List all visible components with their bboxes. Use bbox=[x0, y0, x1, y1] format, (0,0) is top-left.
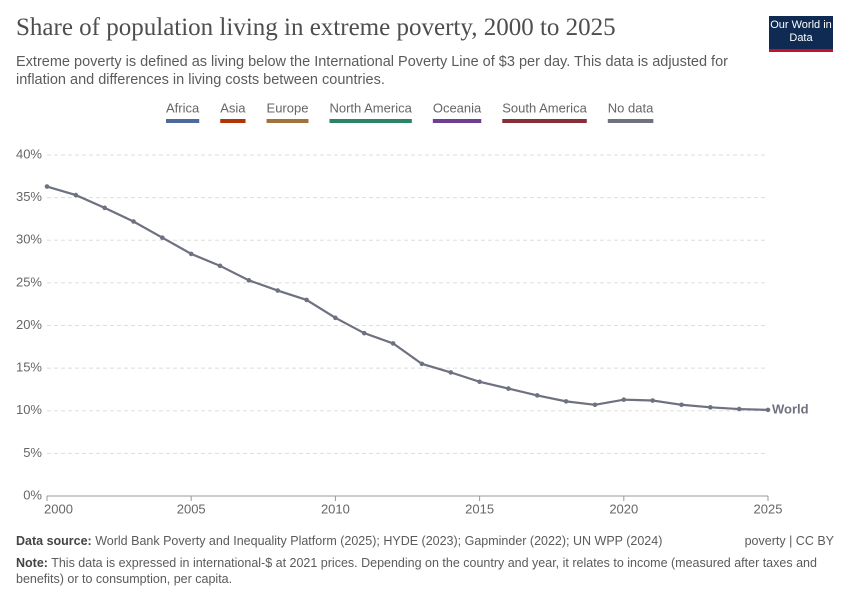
line bbox=[46, 185, 769, 411]
legend-label: South America bbox=[502, 100, 587, 115]
point bbox=[477, 379, 482, 385]
legend-label: North America bbox=[329, 100, 412, 115]
point bbox=[419, 361, 425, 367]
subtitle: Extreme poverty is defined as living bel… bbox=[16, 54, 728, 88]
note-line: Note: This data is expressed in internat… bbox=[16, 555, 834, 587]
point bbox=[188, 251, 194, 257]
legend-label: Asia bbox=[220, 100, 246, 115]
source-line: Data source: World Bank Poverty and Ineq… bbox=[16, 533, 834, 549]
source-label: Data source: bbox=[16, 534, 92, 548]
x-tick-label: 2015 bbox=[465, 501, 494, 516]
point bbox=[246, 278, 252, 283]
logo[interactable]: Our World in Data bbox=[769, 16, 833, 52]
y-tick-label: 35% bbox=[16, 189, 42, 204]
point bbox=[275, 288, 281, 293]
y-tick-label: 10% bbox=[16, 402, 42, 417]
legend-swatch bbox=[266, 119, 309, 123]
point bbox=[708, 405, 713, 410]
point bbox=[592, 402, 598, 408]
x-tick-label: 2000 bbox=[44, 501, 73, 516]
legend-swatch bbox=[502, 119, 587, 123]
legend-swatch bbox=[432, 119, 482, 123]
point bbox=[736, 406, 742, 412]
point bbox=[304, 297, 309, 303]
y-tick-label: 25% bbox=[16, 274, 42, 289]
legend-swatch bbox=[329, 119, 412, 123]
point bbox=[563, 399, 569, 404]
point bbox=[448, 370, 454, 375]
point bbox=[765, 407, 771, 413]
license[interactable]: poverty | CC BY bbox=[744, 534, 834, 548]
legend-label: Europe bbox=[267, 100, 309, 115]
legend-label: Oceania bbox=[433, 100, 482, 115]
point bbox=[506, 386, 511, 391]
chart-title: Share of population living in extreme po… bbox=[16, 14, 616, 41]
y-tick-label: 20% bbox=[16, 317, 42, 332]
point bbox=[333, 315, 338, 321]
point bbox=[102, 205, 107, 211]
point bbox=[361, 330, 367, 336]
legend-swatch bbox=[220, 119, 246, 123]
x-tick-label: 2020 bbox=[609, 501, 638, 516]
point bbox=[650, 398, 655, 403]
y-tick-label: 30% bbox=[16, 232, 42, 247]
point bbox=[390, 341, 396, 346]
y-tick-label: 40% bbox=[16, 146, 42, 161]
point bbox=[679, 402, 684, 408]
series-label: World bbox=[772, 401, 809, 416]
x-tick-label: 2005 bbox=[177, 501, 206, 516]
legend-label: Africa bbox=[166, 100, 200, 115]
chart: Africa Asia Europe North America Oceania Sout… bbox=[16, 100, 809, 516]
note-label: Note: bbox=[16, 556, 48, 570]
legend-swatch bbox=[166, 119, 200, 123]
point bbox=[73, 192, 79, 198]
source: World Bank Poverty and Inequality Platfo… bbox=[95, 534, 663, 548]
point bbox=[217, 263, 223, 269]
point bbox=[44, 184, 50, 189]
y-tick-label: 5% bbox=[23, 445, 42, 460]
x-tick-label: 2010 bbox=[321, 501, 350, 516]
y-tick-label: 15% bbox=[16, 360, 42, 375]
y-tick-label: 0% bbox=[23, 487, 42, 502]
point bbox=[160, 235, 165, 240]
point bbox=[621, 397, 627, 402]
x-tick-label: 2025 bbox=[754, 501, 783, 516]
legend-swatch bbox=[607, 119, 654, 123]
point bbox=[131, 219, 136, 224]
legend-label: No data bbox=[608, 100, 654, 115]
point bbox=[534, 393, 540, 398]
footer: Data source: World Bank Poverty and Ineq… bbox=[16, 533, 834, 587]
note: This data is expressed in international-… bbox=[16, 556, 817, 586]
